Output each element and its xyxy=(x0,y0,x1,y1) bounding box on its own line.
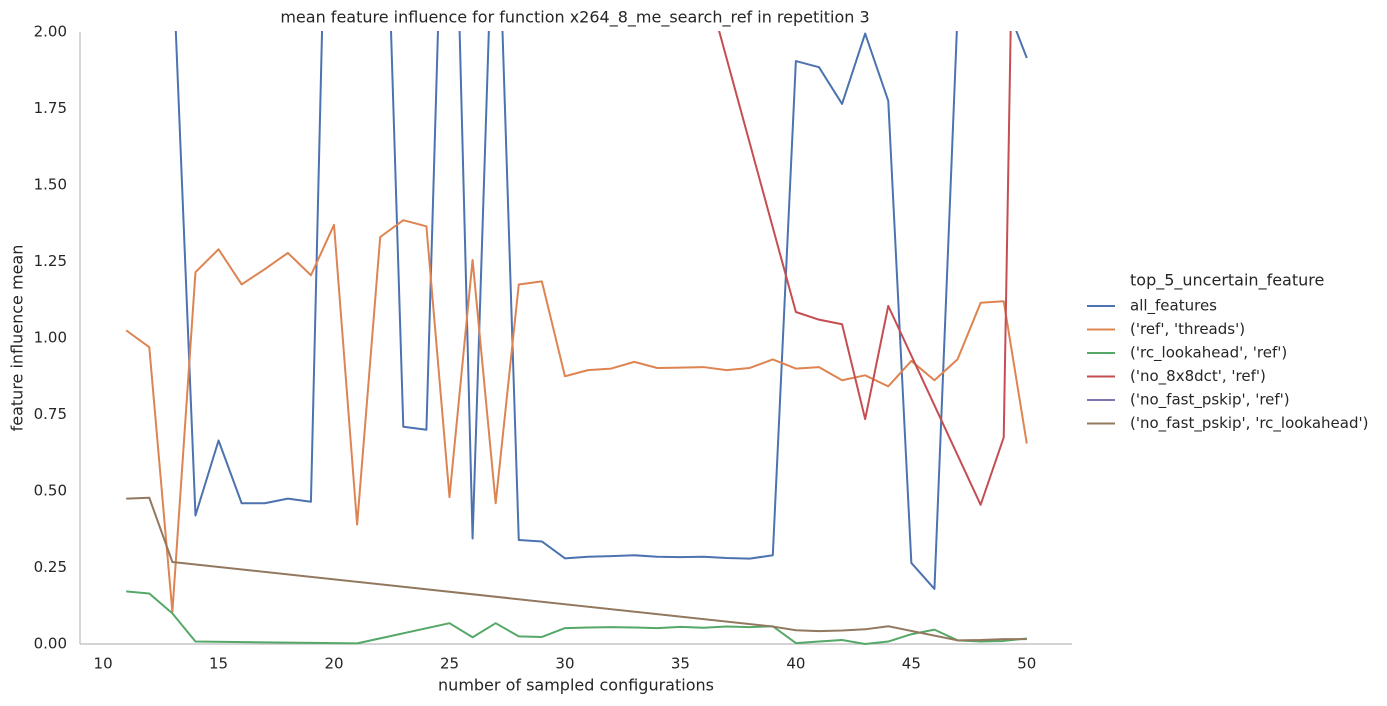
legend-label: all_features xyxy=(1130,297,1217,316)
y-tick-label: 0.25 xyxy=(34,558,67,576)
x-tick-label: 10 xyxy=(94,655,113,673)
legend-label: ('no_8x8dct', 'ref') xyxy=(1130,367,1266,386)
y-tick-label: 1.50 xyxy=(34,176,67,194)
legend-label: ('ref', 'threads') xyxy=(1130,320,1245,338)
series-line xyxy=(126,590,1027,645)
legend-label: ('no_fast_pskip', 'rc_lookahead') xyxy=(1130,414,1368,433)
y-tick-label: 1.00 xyxy=(34,329,67,347)
y-tick-label: 0.75 xyxy=(34,405,67,423)
x-tick-label: 30 xyxy=(555,655,574,673)
x-tick-label: 35 xyxy=(671,655,690,673)
y-tick-label: 0.50 xyxy=(34,482,67,500)
y-axis-label: feature influence mean xyxy=(8,245,27,432)
x-axis-label: number of sampled configurations xyxy=(438,676,714,695)
y-tick-label: 1.25 xyxy=(34,252,67,270)
series-line xyxy=(126,496,1027,642)
y-tick-label: 2.00 xyxy=(34,23,67,41)
x-tick-label: 15 xyxy=(209,655,228,673)
chart-title: mean feature influence for function x264… xyxy=(280,8,869,28)
plot-area xyxy=(125,31,1028,645)
series-line xyxy=(718,31,1012,506)
x-tick-label: 45 xyxy=(902,655,921,673)
y-tick-label: 0.00 xyxy=(34,635,67,653)
series-line xyxy=(174,31,1028,590)
legend-label: ('rc_lookahead', 'ref') xyxy=(1130,344,1287,363)
x-tick-label: 20 xyxy=(324,655,343,673)
legend-title: top_5_uncertain_feature xyxy=(1130,271,1324,291)
legend-label: ('no_fast_pskip', 'ref') xyxy=(1130,391,1290,410)
x-tick-label: 50 xyxy=(1017,655,1036,673)
y-tick-label: 1.75 xyxy=(34,99,67,117)
series-line xyxy=(125,219,1028,613)
x-tick-label: 25 xyxy=(440,655,459,673)
x-tick-label: 40 xyxy=(786,655,805,673)
